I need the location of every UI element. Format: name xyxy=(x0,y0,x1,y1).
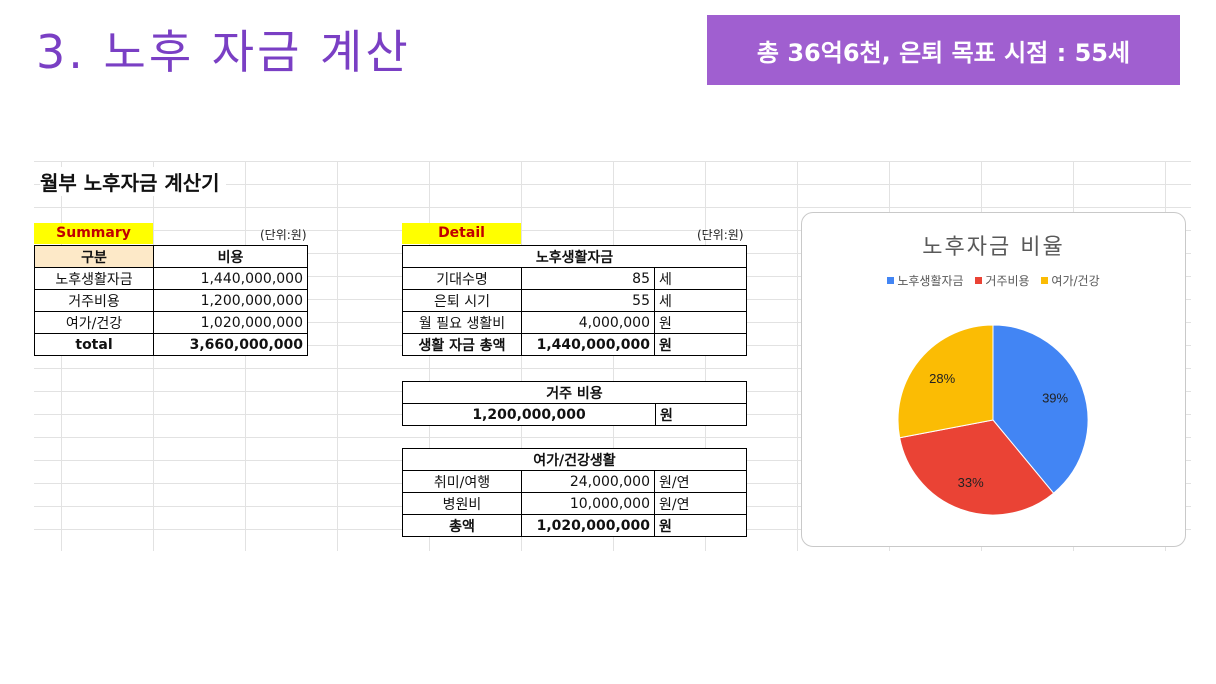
table-row: 월 필요 생활비 4,000,000 원 xyxy=(402,311,747,334)
housing-unit: 원 xyxy=(655,403,747,426)
detail-value: 10,000,000 xyxy=(521,492,655,515)
summary-tag: Summary xyxy=(34,223,153,244)
table-row: 기대수명 85 세 xyxy=(402,267,747,290)
living-total-unit: 원 xyxy=(654,333,747,356)
pie-slice-2[interactable] xyxy=(899,419,1055,516)
detail-value: 85 xyxy=(521,267,655,290)
table-row: 병원비 10,000,000 원/연 xyxy=(402,492,747,515)
detail-value: 55 xyxy=(521,289,655,312)
detail-label: 월 필요 생활비 xyxy=(402,311,522,334)
leisure-total-unit: 원 xyxy=(654,514,747,537)
sheet-title: 월부 노후자금 계산기 xyxy=(40,167,226,196)
slide-title: 3. 노후 자금 계산 xyxy=(36,25,411,79)
summary-header-cost: 비용 xyxy=(153,245,308,268)
summary-badge: 총 36억6천, 은퇴 목표 시점 : 55세 xyxy=(707,15,1180,85)
summary-total-value: 3,660,000,000 xyxy=(153,333,308,356)
leisure-header-row: 여가/건강생활 xyxy=(402,448,747,471)
pie-slice-3[interactable] xyxy=(897,324,994,439)
living-total-label: 생활 자금 총액 xyxy=(402,333,522,356)
table-row: 은퇴 시기 55 세 xyxy=(402,289,747,312)
summary-header-category: 구분 xyxy=(34,245,154,268)
pie-slice-1[interactable] xyxy=(992,324,1089,494)
summary-value: 1,020,000,000 xyxy=(153,311,308,334)
leisure-header: 여가/건강생활 xyxy=(402,448,747,471)
housing-cost-table: 거주 비용 1,200,000,000 원 xyxy=(402,381,747,426)
summary-header-row: 구분 비용 xyxy=(34,245,308,268)
table-row: 거주비용 1,200,000,000 xyxy=(34,289,308,312)
leisure-total-row: 총액 1,020,000,000 원 xyxy=(402,514,747,537)
summary-table: 구분 비용 노후생활자금 1,440,000,000 거주비용 1,200,00… xyxy=(34,245,308,356)
detail-label: 은퇴 시기 xyxy=(402,289,522,312)
detail-value: 4,000,000 xyxy=(521,311,655,334)
leisure-cost-table: 여가/건강생활 취미/여행 24,000,000 원/연 병원비 10,000,… xyxy=(402,448,747,537)
legend-item: 노후생활자금 xyxy=(887,272,964,289)
housing-header-row: 거주 비용 xyxy=(402,381,747,404)
leisure-total-value: 1,020,000,000 xyxy=(521,514,655,537)
legend-swatch xyxy=(887,277,895,284)
detail-unit-cell: 원 xyxy=(654,311,747,334)
legend-swatch xyxy=(975,277,983,284)
summary-unit: (단위:원) xyxy=(260,228,307,242)
detail-unit-cell: 세 xyxy=(654,267,747,290)
living-total-row: 생활 자금 총액 1,440,000,000 원 xyxy=(402,333,747,356)
summary-label: 여가/건강 xyxy=(34,311,154,334)
living-header-row: 노후생활자금 xyxy=(402,245,747,268)
living-cost-table: 노후생활자금 기대수명 85 세 은퇴 시기 55 세 월 필요 생활비 4,0… xyxy=(402,245,747,356)
leisure-total-label: 총액 xyxy=(402,514,522,537)
pie-chart-card[interactable]: 노후자금 비율 노후생활자금 거주비용 여가/건강 39% 33% 28% xyxy=(801,212,1186,547)
pie-data-label: 33% xyxy=(958,475,984,490)
housing-header: 거주 비용 xyxy=(402,381,747,404)
chart-legend: 노후생활자금 거주비용 여가/건강 xyxy=(802,272,1185,289)
detail-unit-cell: 원/연 xyxy=(654,470,747,493)
detail-unit-cell: 원/연 xyxy=(654,492,747,515)
pie-data-label: 39% xyxy=(1042,391,1068,406)
detail-unit-cell: 세 xyxy=(654,289,747,312)
detail-unit: (단위:원) xyxy=(697,228,744,242)
table-row: 1,200,000,000 원 xyxy=(402,403,747,426)
legend-label: 노후생활자금 xyxy=(897,274,964,288)
detail-tag: Detail xyxy=(402,223,521,244)
living-header: 노후생활자금 xyxy=(402,245,747,268)
pie-data-label: 28% xyxy=(929,371,955,386)
legend-item: 거주비용 xyxy=(975,272,1030,289)
summary-total-label: total xyxy=(34,333,154,356)
housing-value: 1,200,000,000 xyxy=(402,403,656,426)
detail-value: 24,000,000 xyxy=(521,470,655,493)
legend-label: 거주비용 xyxy=(985,274,1030,288)
summary-label: 거주비용 xyxy=(34,289,154,312)
chart-title: 노후자금 비율 xyxy=(922,235,1065,260)
summary-total-row: total 3,660,000,000 xyxy=(34,333,308,356)
detail-label: 기대수명 xyxy=(402,267,522,290)
table-row: 여가/건강 1,020,000,000 xyxy=(34,311,308,334)
summary-value: 1,200,000,000 xyxy=(153,289,308,312)
detail-label: 취미/여행 xyxy=(402,470,522,493)
living-total-value: 1,440,000,000 xyxy=(521,333,655,356)
table-row: 취미/여행 24,000,000 원/연 xyxy=(402,470,747,493)
pie-chart: 39% 33% 28% xyxy=(897,324,1089,516)
legend-label: 여가/건강 xyxy=(1051,274,1100,288)
table-row: 노후생활자금 1,440,000,000 xyxy=(34,267,308,290)
legend-item: 여가/건강 xyxy=(1041,272,1100,289)
detail-label: 병원비 xyxy=(402,492,522,515)
legend-swatch xyxy=(1041,277,1049,284)
summary-label: 노후생활자금 xyxy=(34,267,154,290)
summary-value: 1,440,000,000 xyxy=(153,267,308,290)
